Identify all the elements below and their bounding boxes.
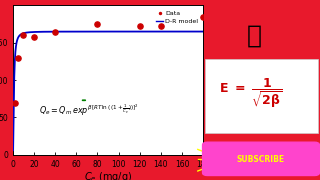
Point xyxy=(137,25,142,28)
Point xyxy=(95,23,100,26)
Text: $Q_e = Q_m\,exp^{\beta\,[RT\ln\,((1+\frac{1}{C_e}))]^2}$: $Q_e = Q_m\,exp^{\beta\,[RT\ln\,((1+\fra… xyxy=(39,102,139,118)
Point xyxy=(201,15,206,18)
Point xyxy=(52,30,58,33)
Point xyxy=(31,35,36,38)
Text: SUBSCRIBE: SUBSCRIBE xyxy=(237,155,285,164)
Legend: Data, D-R model: Data, D-R model xyxy=(154,8,200,26)
Point xyxy=(16,56,21,59)
Text: $\mathbf{E}\ \mathbf{=}\ \dfrac{\mathbf{1}}{\sqrt{\mathbf{2\beta}}}$: $\mathbf{E}\ \mathbf{=}\ \dfrac{\mathbf{… xyxy=(219,77,283,111)
Text: 🔥: 🔥 xyxy=(247,24,262,48)
Point xyxy=(158,25,164,28)
Point xyxy=(12,101,18,104)
Point xyxy=(21,34,26,37)
X-axis label: $C_e$ (mg/g): $C_e$ (mg/g) xyxy=(84,170,132,180)
